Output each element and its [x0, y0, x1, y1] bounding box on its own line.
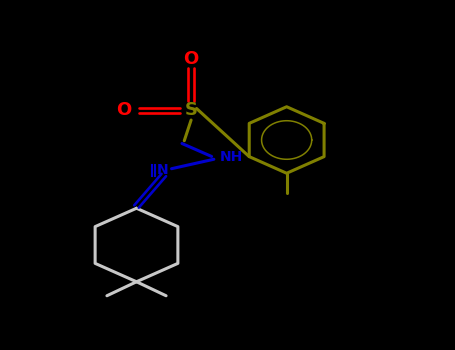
Text: S: S: [185, 101, 197, 119]
Text: O: O: [116, 101, 131, 119]
Text: O: O: [183, 50, 199, 68]
Text: NH: NH: [220, 150, 243, 164]
Text: N: N: [157, 163, 168, 177]
